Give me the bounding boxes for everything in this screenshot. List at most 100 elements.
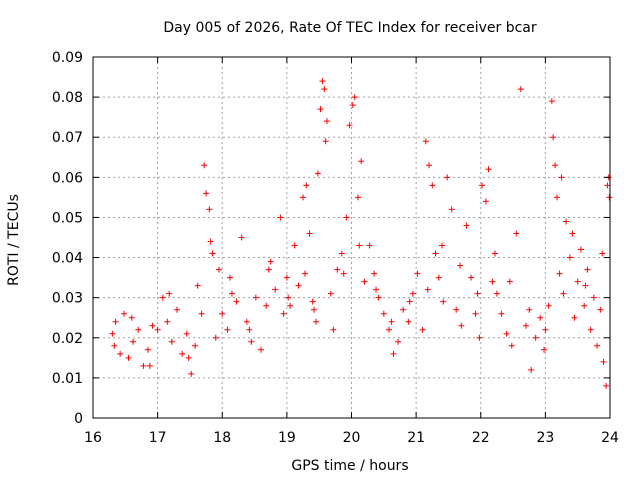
data-point: [233, 298, 240, 305]
data-point: [414, 270, 421, 277]
data-point: [194, 282, 201, 289]
data-point: [166, 290, 173, 297]
data-point: [503, 330, 510, 337]
data-point: [581, 302, 588, 309]
x-tick-label: 18: [213, 430, 231, 446]
data-point: [438, 242, 445, 249]
data-point: [489, 278, 496, 285]
data-point: [149, 322, 156, 329]
x-tick-label: 19: [278, 430, 296, 446]
data-point: [537, 314, 544, 321]
data-point: [207, 238, 214, 245]
data-point: [493, 290, 500, 297]
data-point: [343, 214, 350, 221]
data-point: [506, 278, 513, 285]
data-point: [330, 326, 337, 333]
data-point: [317, 106, 324, 113]
data-point: [303, 182, 310, 189]
data-point: [606, 194, 613, 201]
data-point: [599, 250, 606, 257]
data-point: [550, 134, 557, 141]
data-point: [319, 78, 326, 85]
data-point: [265, 266, 272, 273]
data-point: [285, 294, 292, 301]
data-point: [277, 214, 284, 221]
data-point: [435, 274, 442, 281]
data-point: [164, 318, 171, 325]
data-point: [590, 294, 597, 301]
data-point: [552, 162, 559, 169]
data-point: [238, 234, 245, 241]
data-point: [395, 338, 402, 345]
data-point: [458, 322, 465, 329]
grid: [93, 57, 610, 418]
x-tick-label: 17: [149, 430, 167, 446]
data-point: [440, 298, 447, 305]
data-point: [228, 290, 235, 297]
data-point: [168, 338, 175, 345]
data-point: [508, 342, 515, 349]
data-point: [444, 174, 451, 181]
data-point: [252, 294, 259, 301]
data-point: [424, 286, 431, 293]
data-point: [468, 274, 475, 281]
data-point: [548, 98, 555, 105]
data-point: [587, 326, 594, 333]
y-tick-label: 0.05: [52, 210, 83, 226]
y-tick-label: 0: [74, 411, 83, 427]
data-point: [482, 198, 489, 205]
data-point: [560, 290, 567, 297]
data-point: [346, 122, 353, 129]
data-point: [558, 174, 565, 181]
data-point: [323, 118, 330, 125]
data-point: [472, 310, 479, 317]
data-point: [366, 242, 373, 249]
data-point: [192, 342, 199, 349]
data-point: [432, 250, 439, 257]
data-point: [248, 338, 255, 345]
data-point: [219, 310, 226, 317]
data-point: [130, 338, 137, 345]
data-point: [198, 310, 205, 317]
data-point: [541, 346, 548, 353]
data-point: [491, 250, 498, 257]
data-point: [522, 322, 529, 329]
data-point: [422, 138, 429, 145]
data-point: [183, 330, 190, 337]
data-point: [390, 350, 397, 357]
x-tick-label: 16: [84, 430, 102, 446]
data-point: [312, 318, 319, 325]
data-point: [351, 94, 358, 101]
y-tick-label: 0.09: [52, 50, 83, 66]
data-point: [349, 102, 356, 109]
data-point: [327, 290, 334, 297]
data-point: [388, 318, 395, 325]
data-point: [354, 194, 361, 201]
data-point: [267, 258, 274, 265]
x-tick-label: 21: [407, 430, 425, 446]
data-point: [203, 190, 210, 197]
data-point: [263, 302, 270, 309]
x-tick-label: 23: [536, 430, 554, 446]
data-point: [498, 310, 505, 317]
data-point: [463, 222, 470, 229]
data-point: [246, 326, 253, 333]
data-point: [340, 270, 347, 277]
data-point: [542, 326, 549, 333]
data-point: [429, 182, 436, 189]
data-point: [280, 310, 287, 317]
data-point: [375, 294, 382, 301]
data-point: [243, 318, 250, 325]
data-point: [603, 382, 610, 389]
data-point: [135, 326, 142, 333]
data-point: [406, 298, 413, 305]
data-point: [185, 354, 192, 361]
x-tick-label: 20: [343, 430, 361, 446]
x-axis-label: GPS time / hours: [291, 458, 408, 474]
data-point: [400, 306, 407, 313]
data-point: [144, 346, 151, 353]
axis-ticks: 16 17 18 19 20 21 22 23 24 0 0.01 0.02 0.03 0.04 0.05 0…: [52, 50, 619, 446]
y-tick-label: 0.03: [52, 291, 83, 307]
data-point: [594, 342, 601, 349]
